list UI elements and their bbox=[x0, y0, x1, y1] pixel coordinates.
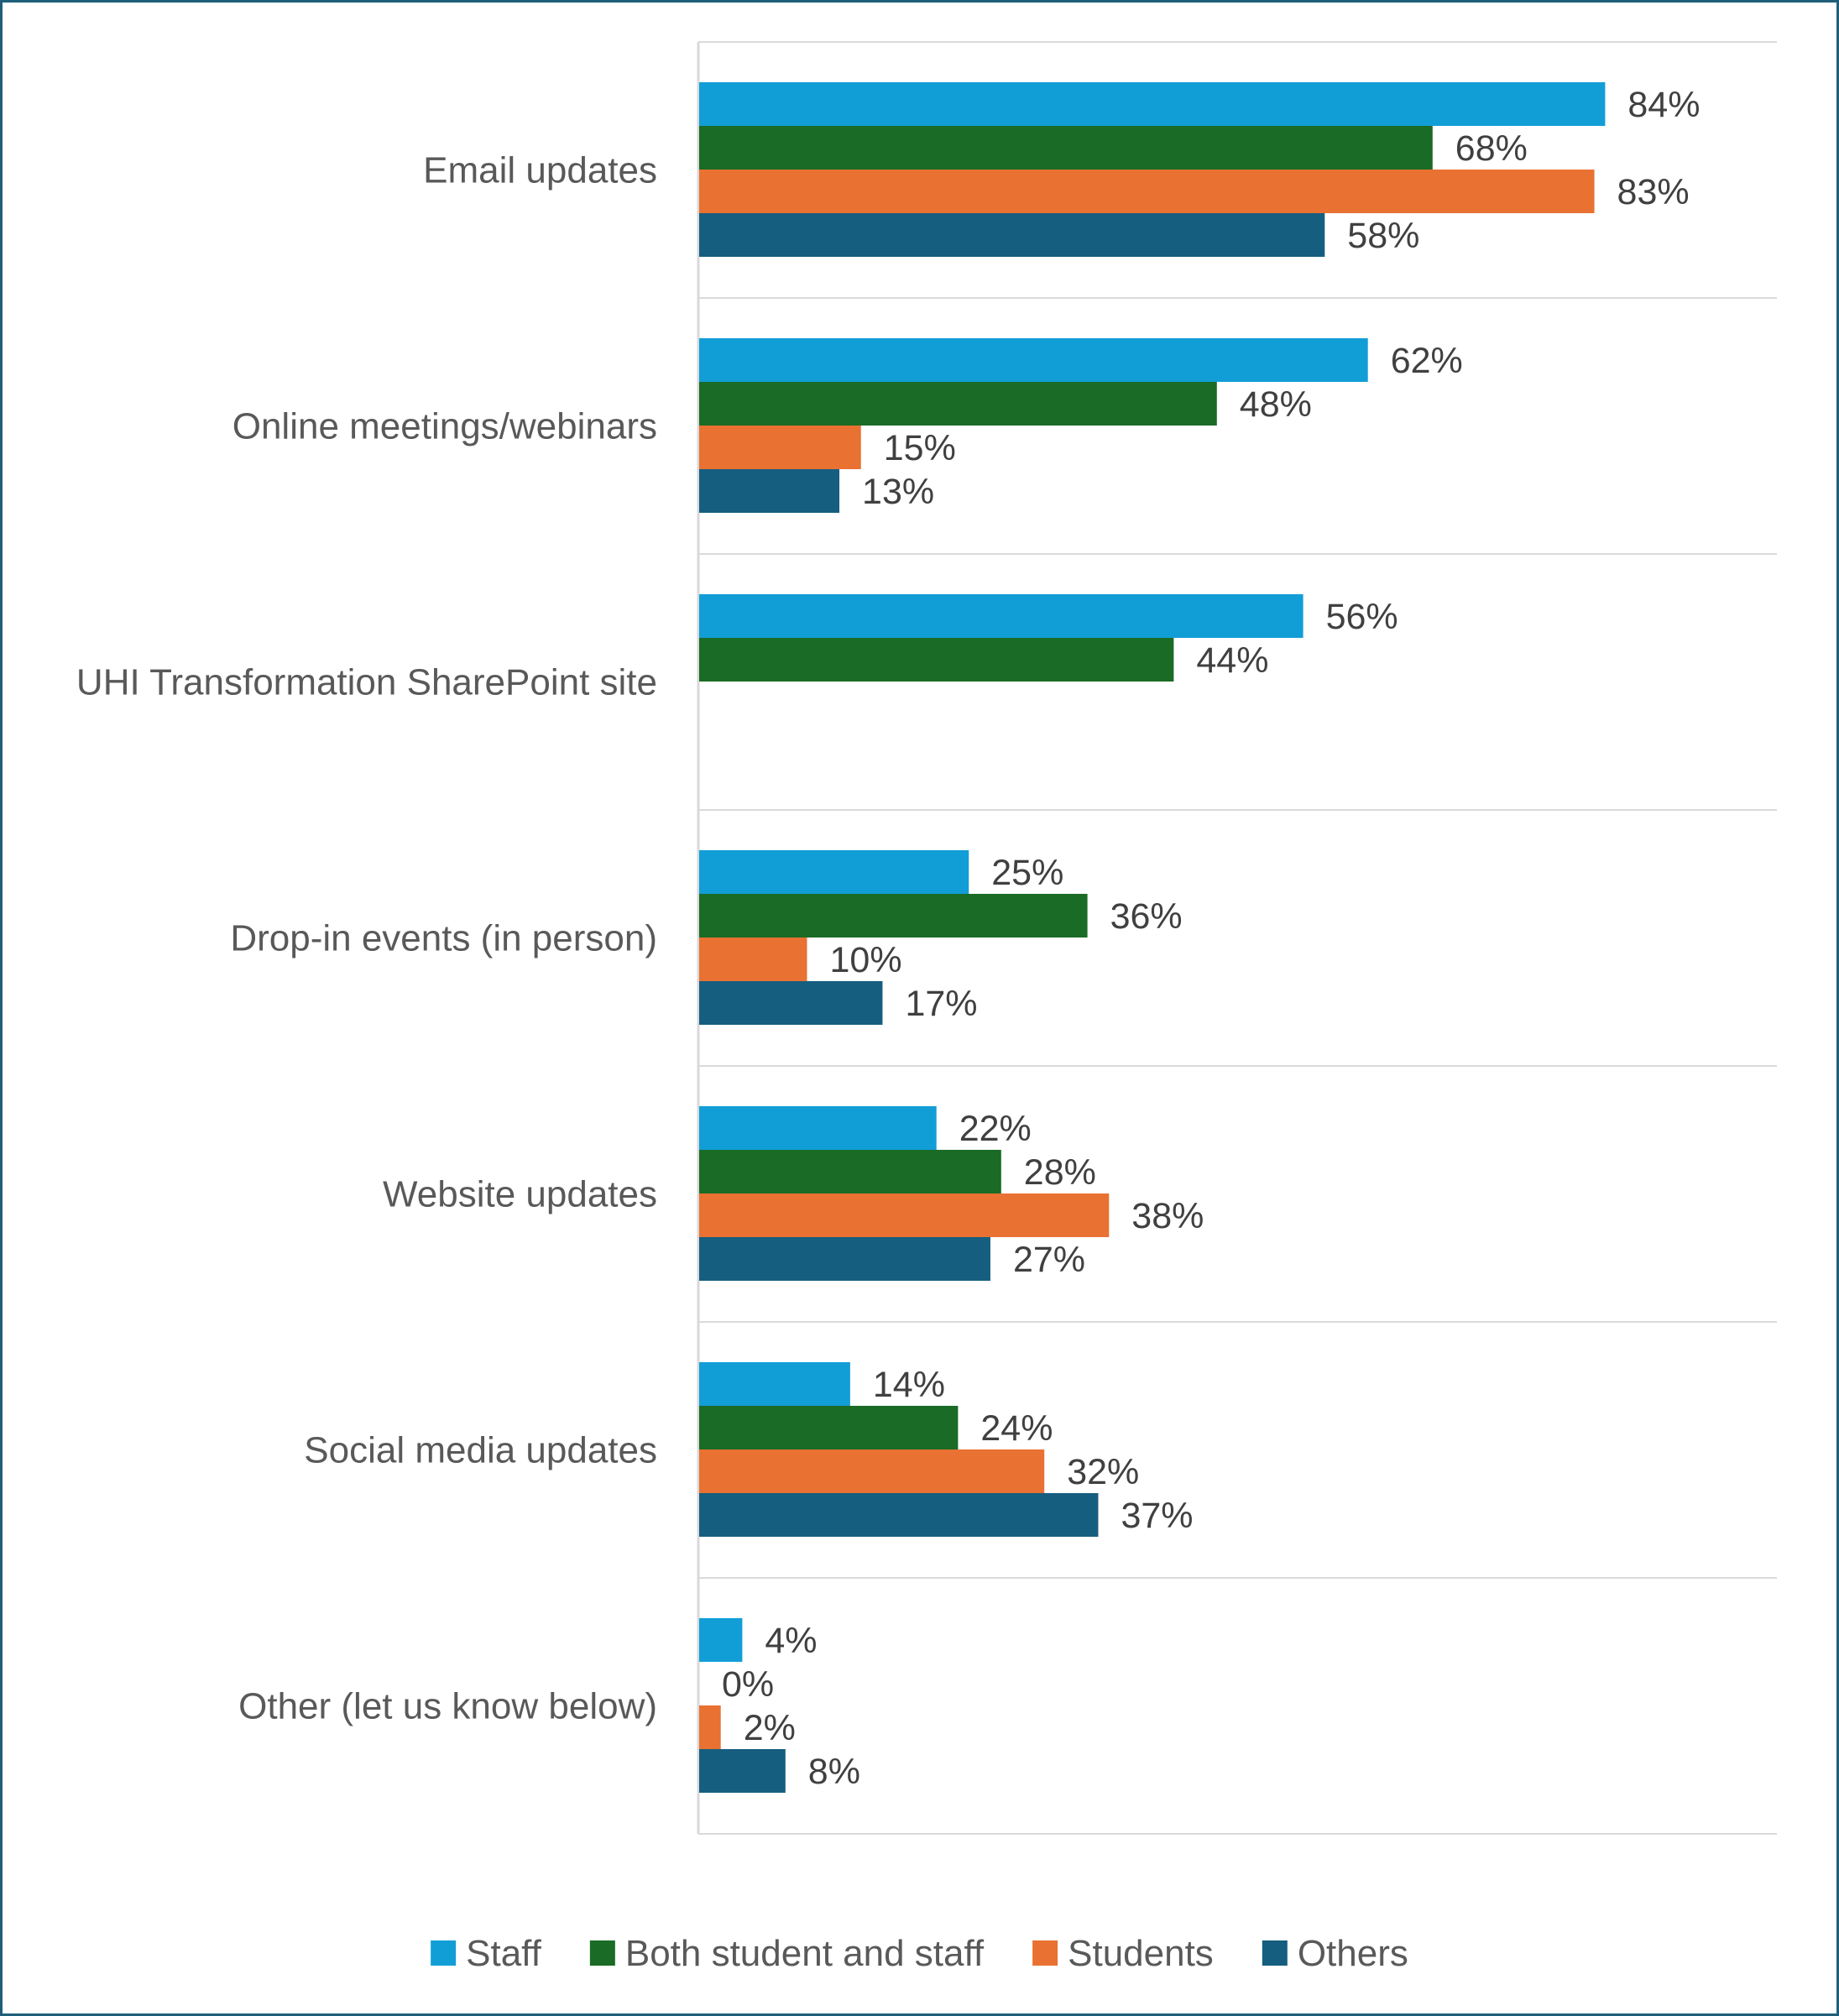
bar bbox=[699, 1705, 721, 1749]
data-label: 62% bbox=[1391, 341, 1463, 381]
bar bbox=[699, 1406, 959, 1449]
category-label: Other (let us know below) bbox=[238, 1686, 657, 1727]
legend-label: Both student and staff bbox=[625, 1933, 985, 1974]
bar bbox=[699, 382, 1217, 426]
data-label: 10% bbox=[830, 940, 902, 980]
category-label: Email updates bbox=[423, 150, 657, 191]
data-label: 28% bbox=[1024, 1152, 1096, 1193]
data-label: 84% bbox=[1627, 85, 1700, 125]
bars bbox=[699, 82, 1606, 1793]
data-label: 8% bbox=[808, 1752, 860, 1792]
bar bbox=[699, 594, 1303, 638]
bar bbox=[699, 1449, 1045, 1493]
bar bbox=[699, 213, 1325, 257]
data-label: 0% bbox=[722, 1664, 774, 1705]
bar bbox=[699, 469, 840, 513]
category-label: Social media updates bbox=[304, 1430, 657, 1471]
category-label: Website updates bbox=[383, 1174, 657, 1215]
legend-label: Others bbox=[1298, 1933, 1408, 1974]
data-label: 17% bbox=[905, 984, 977, 1024]
bar bbox=[699, 338, 1368, 382]
bar bbox=[699, 1493, 1099, 1537]
bar bbox=[699, 1237, 990, 1281]
data-label: 56% bbox=[1326, 597, 1398, 637]
legend: Staff Both student and staff Students Other… bbox=[431, 1933, 1408, 1974]
legend-item: Both student and staff bbox=[589, 1933, 985, 1974]
labels: Email updates Online meetings/webinars UHI… bbox=[76, 85, 1701, 1792]
data-label: 36% bbox=[1110, 896, 1183, 937]
data-label: 2% bbox=[744, 1708, 796, 1748]
bar bbox=[699, 426, 861, 469]
data-label: 48% bbox=[1240, 384, 1312, 425]
data-label: 27% bbox=[1013, 1240, 1085, 1280]
data-label: 58% bbox=[1347, 216, 1419, 256]
grid-lines bbox=[697, 41, 1777, 1835]
bar bbox=[699, 850, 969, 894]
bar bbox=[699, 1749, 786, 1793]
bar bbox=[699, 126, 1433, 170]
legend-label: Students bbox=[1068, 1933, 1214, 1974]
legend-swatch bbox=[1032, 1940, 1058, 1966]
data-label: 68% bbox=[1455, 128, 1528, 169]
bar bbox=[699, 170, 1595, 213]
data-label: 4% bbox=[765, 1621, 817, 1661]
data-label: 13% bbox=[862, 472, 934, 512]
legend-swatch bbox=[431, 1940, 457, 1966]
category-label: Drop-in events (in person) bbox=[230, 918, 657, 959]
data-label: 32% bbox=[1067, 1452, 1139, 1492]
data-label: 44% bbox=[1196, 640, 1268, 681]
legend-swatch bbox=[1262, 1940, 1288, 1966]
legend-swatch bbox=[589, 1940, 615, 1966]
data-label: 25% bbox=[991, 853, 1063, 893]
bar bbox=[699, 1618, 743, 1662]
bar bbox=[699, 937, 807, 981]
category-label: Online meetings/webinars bbox=[232, 406, 657, 447]
bar bbox=[699, 638, 1174, 682]
bar bbox=[699, 981, 883, 1025]
bar bbox=[699, 82, 1606, 126]
data-label: 38% bbox=[1131, 1196, 1204, 1236]
bar bbox=[699, 1106, 937, 1150]
bar bbox=[699, 894, 1088, 937]
category-label: UHI Transformation SharePoint site bbox=[76, 662, 657, 703]
bar bbox=[699, 1193, 1110, 1237]
data-label: 14% bbox=[873, 1365, 945, 1405]
legend-item: Others bbox=[1262, 1933, 1408, 1974]
data-label: 37% bbox=[1121, 1496, 1193, 1536]
legend-item: Students bbox=[1032, 1933, 1214, 1974]
bar bbox=[699, 1150, 1001, 1193]
data-label: 22% bbox=[959, 1109, 1032, 1149]
legend-label: Staff bbox=[466, 1933, 541, 1974]
data-label: 24% bbox=[980, 1408, 1053, 1449]
data-label: 15% bbox=[884, 428, 956, 468]
bar bbox=[699, 1362, 850, 1406]
data-label: 83% bbox=[1617, 172, 1690, 212]
legend-item: Staff bbox=[431, 1933, 542, 1974]
